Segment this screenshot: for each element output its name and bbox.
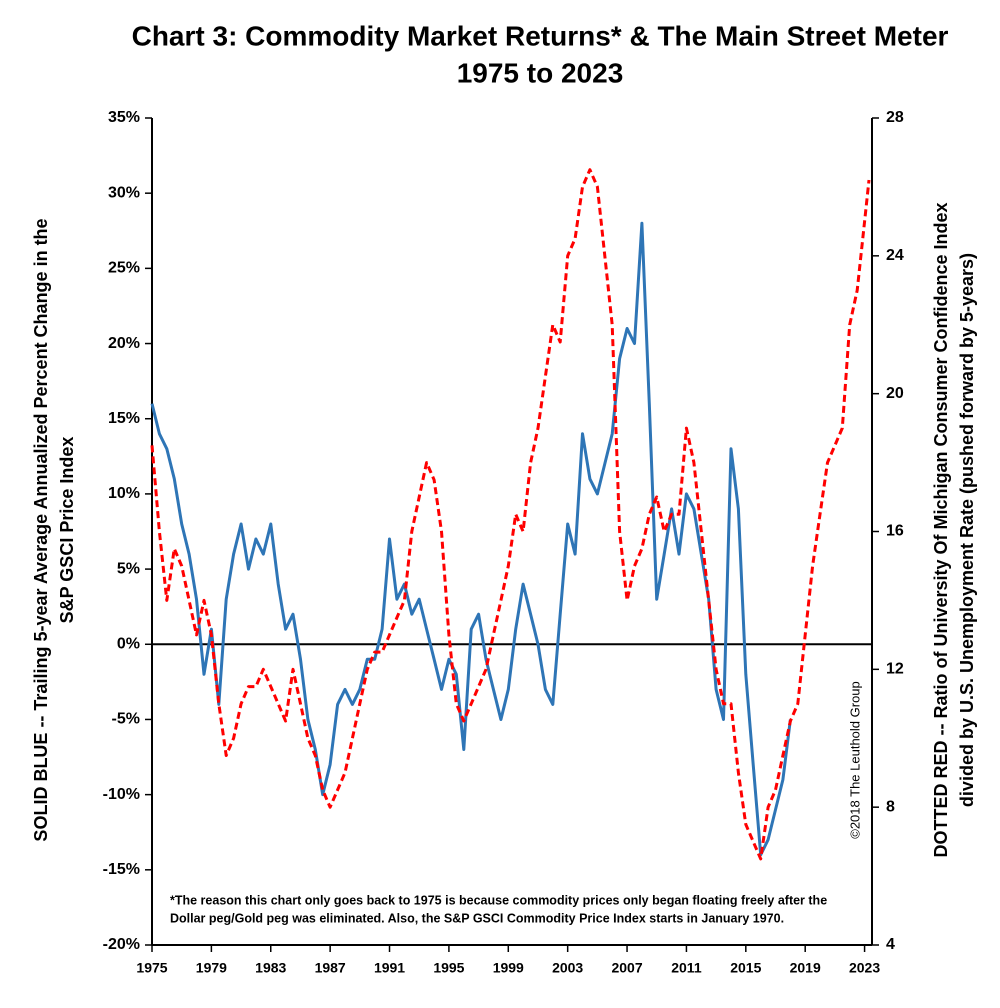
x-tick-label: 2011 bbox=[671, 960, 702, 976]
x-tick-label: 1995 bbox=[433, 960, 464, 976]
x-tick-label: 2023 bbox=[849, 960, 880, 976]
y-tick-label: 5% bbox=[117, 560, 140, 577]
copyright: ©2018 The Leuthold Group bbox=[847, 681, 862, 839]
y-tick-label: -15% bbox=[103, 861, 140, 878]
chart-title: Chart 3: Commodity Market Returns* & The… bbox=[132, 20, 949, 51]
y-tick-label: 20% bbox=[108, 335, 140, 352]
y-tick-label: -10% bbox=[103, 786, 140, 803]
y-tick-label: -5% bbox=[112, 711, 140, 728]
y2-axis-label: divided by U.S. Unemployment Rate (pushe… bbox=[957, 253, 977, 807]
x-tick-label: 2007 bbox=[611, 960, 642, 976]
y2-axis-label: DOTTED RED -- Ratio of University Of Mic… bbox=[931, 202, 951, 857]
y-tick-label: 35% bbox=[108, 109, 140, 126]
y2-tick-label: 12 bbox=[886, 661, 904, 678]
footnote: *The reason this chart only goes back to… bbox=[170, 893, 827, 907]
x-tick-label: 1983 bbox=[255, 960, 286, 976]
y-tick-label: 15% bbox=[108, 410, 140, 427]
y2-tick-label: 8 bbox=[886, 798, 895, 815]
footnote: Dollar peg/Gold peg was eliminated. Also… bbox=[170, 911, 784, 925]
y-tick-label: 25% bbox=[108, 260, 140, 277]
x-tick-label: 2003 bbox=[552, 960, 583, 976]
x-tick-label: 1987 bbox=[315, 960, 346, 976]
y-axis-label: S&P GSCI Price Index bbox=[57, 437, 77, 624]
series-line bbox=[150, 168, 871, 861]
y-tick-label: 10% bbox=[108, 485, 140, 502]
x-tick-label: 1979 bbox=[196, 960, 227, 976]
y-tick-label: 30% bbox=[108, 184, 140, 201]
x-tick-label: 2019 bbox=[790, 960, 821, 976]
chart-title: 1975 to 2023 bbox=[457, 57, 624, 88]
y2-tick-label: 28 bbox=[886, 109, 904, 126]
x-tick-label: 1999 bbox=[493, 960, 524, 976]
y-tick-label: -20% bbox=[103, 936, 140, 953]
y2-tick-label: 24 bbox=[886, 247, 904, 264]
x-tick-label: 1991 bbox=[374, 960, 405, 976]
y2-tick-label: 20 bbox=[886, 385, 904, 402]
y-tick-label: 0% bbox=[117, 635, 140, 652]
y2-tick-label: 16 bbox=[886, 523, 904, 540]
x-tick-label: 2015 bbox=[730, 960, 761, 976]
series-line bbox=[150, 221, 792, 857]
x-tick-label: 1975 bbox=[136, 960, 167, 976]
y2-tick-label: 4 bbox=[886, 936, 895, 953]
y-axis-label: SOLID BLUE -- Trailing 5-year Average An… bbox=[31, 218, 51, 841]
